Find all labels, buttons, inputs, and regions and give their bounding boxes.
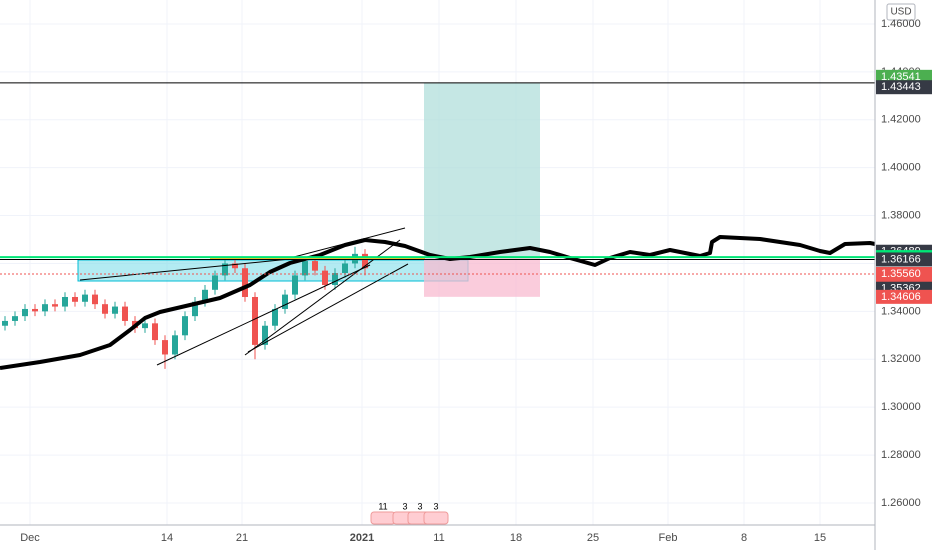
price-badge-label: 1.34606 xyxy=(881,291,921,303)
candle-body xyxy=(22,308,28,317)
x-tick-label: 15 xyxy=(814,532,826,544)
y-tick-label: 1.40000 xyxy=(881,162,921,174)
forecast-curve xyxy=(0,235,876,370)
event-count: 3 xyxy=(433,501,438,511)
candle-body xyxy=(2,320,8,326)
candle-body xyxy=(222,263,228,276)
price-badge-label: 1.43541 xyxy=(881,71,921,83)
candle-body xyxy=(332,273,338,286)
candle-body xyxy=(92,294,98,305)
x-tick-label: 18 xyxy=(510,532,522,544)
candle-body xyxy=(182,316,188,336)
y-tick-label: 1.42000 xyxy=(881,114,921,126)
event-icon xyxy=(370,511,396,525)
y-tick-label: 1.26000 xyxy=(881,497,921,509)
currency-box[interactable] xyxy=(886,3,916,21)
candle-body xyxy=(72,296,78,302)
x-tick-label: 8 xyxy=(741,532,747,544)
price-badge xyxy=(876,266,932,281)
candle-body xyxy=(282,294,288,309)
candle-body xyxy=(272,308,278,326)
candle-body xyxy=(102,304,108,314)
candle-body xyxy=(82,294,88,302)
candle-body xyxy=(252,296,258,345)
candle-body xyxy=(42,304,48,312)
candle-body xyxy=(52,304,58,307)
price-badge xyxy=(876,252,932,267)
target-zone xyxy=(424,82,540,258)
y-tick-label: 1.34000 xyxy=(881,305,921,317)
x-tick-label: Dec xyxy=(20,532,40,544)
y-tick-label: 1.38000 xyxy=(881,209,921,221)
event-icon xyxy=(423,511,449,525)
candle-body xyxy=(322,270,328,286)
price-badge xyxy=(876,289,932,304)
x-tick-label: 2021 xyxy=(350,532,374,544)
y-tick-label: 1.46000 xyxy=(881,18,921,30)
candle-body xyxy=(172,335,178,355)
trend-line xyxy=(247,263,409,353)
price-badge-label: 1.36166 xyxy=(881,253,921,265)
y-tick-label: 1.30000 xyxy=(881,401,921,413)
candle-body xyxy=(142,323,148,329)
x-tick-label: 21 xyxy=(236,532,248,544)
levels xyxy=(0,82,875,275)
x-tick-label: 25 xyxy=(587,532,599,544)
event-count: 3 xyxy=(417,501,422,511)
price-badge-label: 1.43443 xyxy=(881,81,921,93)
candle-body xyxy=(362,253,368,269)
trend-line xyxy=(289,227,406,259)
candle-body xyxy=(262,325,268,345)
candle-body xyxy=(342,263,348,274)
candle-body xyxy=(152,323,158,341)
event-count: 11 xyxy=(378,501,387,511)
candle-body xyxy=(32,308,38,312)
candle-body xyxy=(302,261,308,276)
event-count: 3 xyxy=(402,501,407,511)
candle-body xyxy=(312,261,318,271)
candle-body xyxy=(212,275,218,290)
x-tick-label: Feb xyxy=(659,532,678,544)
candle-body xyxy=(202,289,208,302)
candle-body xyxy=(112,306,118,314)
candle-body xyxy=(122,306,128,321)
x-tick-label: 11 xyxy=(433,532,444,544)
currency: USD xyxy=(890,7,911,18)
candle-body xyxy=(232,263,238,269)
candles xyxy=(2,246,368,369)
price-badge xyxy=(876,80,932,95)
stop-zone xyxy=(424,257,540,297)
y-tick-label: 1.32000 xyxy=(881,353,921,365)
y-tick-label: 1.28000 xyxy=(881,449,921,461)
trend-line xyxy=(156,264,371,366)
x-tick-label: 14 xyxy=(161,532,173,544)
long-position xyxy=(424,82,540,297)
price-badge-label: 1.35560 xyxy=(881,268,921,280)
candle-body xyxy=(292,275,298,295)
candle-body xyxy=(242,268,248,297)
candle-body xyxy=(192,301,198,317)
trend-line xyxy=(79,257,301,281)
events: 11 3 3 3 xyxy=(370,501,449,525)
candle-body xyxy=(12,316,18,321)
candle-body xyxy=(162,340,168,355)
candle-body xyxy=(62,296,68,307)
